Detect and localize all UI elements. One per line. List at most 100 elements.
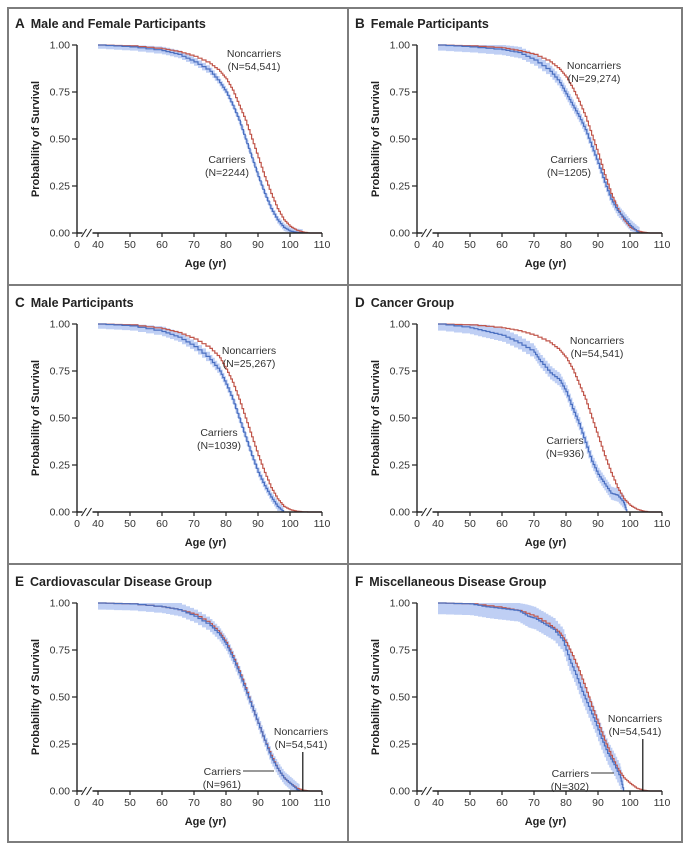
panel-a: 0.00 0.25 0.50 0.75 1.00 0 40 50 60 70 80 90 100 110 A… bbox=[9, 9, 347, 284]
y-tick-label: 0.00 bbox=[50, 786, 71, 798]
x-tick-label: 90 bbox=[592, 797, 604, 809]
x-axis-label: Age (yr) bbox=[185, 537, 227, 549]
chart-svg: 0.00 0.25 0.50 0.75 1.00 0 40 50 60 70 80 90 100 110 A… bbox=[30, 319, 331, 550]
axis-break-icon bbox=[421, 786, 433, 796]
y-axis-label: Probability of Survival bbox=[30, 81, 42, 197]
x-tick-label: 40 bbox=[92, 797, 104, 809]
chart-svg: 0.00 0.25 0.50 0.75 1.00 0 40 50 60 70 80 90 100 110 A… bbox=[30, 40, 331, 271]
x-tick-label: 110 bbox=[654, 797, 671, 809]
panel-divider-vertical bbox=[347, 9, 349, 841]
x-tick-label: 80 bbox=[220, 239, 232, 251]
carriers-annotation: (N=1205) bbox=[547, 167, 591, 179]
y-tick-label: 0.75 bbox=[390, 87, 411, 99]
x-tick-label: 40 bbox=[92, 239, 104, 251]
x-axis-label: Age (yr) bbox=[525, 258, 567, 270]
noncarriers-annotation: Noncarriers bbox=[222, 345, 276, 357]
panel-title-text: Female Participants bbox=[370, 17, 489, 31]
x-axis-label: Age (yr) bbox=[525, 537, 567, 549]
x-tick-label: 90 bbox=[252, 797, 264, 809]
x-tick-label: 100 bbox=[621, 518, 639, 530]
x-tick-label: 110 bbox=[314, 797, 331, 809]
panel-title: D Cancer Group bbox=[355, 295, 454, 310]
panel-letter: F bbox=[355, 574, 364, 589]
x-tick-label: 100 bbox=[621, 239, 639, 251]
noncarriers-annotation: Noncarriers bbox=[567, 60, 621, 72]
y-tick-label: 0.00 bbox=[390, 228, 411, 240]
x-tick-label: 100 bbox=[281, 239, 299, 251]
panel-title-text: Male Participants bbox=[30, 296, 134, 310]
panel-letter: E bbox=[15, 574, 25, 589]
y-tick-label: 1.00 bbox=[390, 319, 411, 331]
panel-title-text: Male and Female Participants bbox=[30, 17, 206, 31]
x-tick-label: 70 bbox=[188, 239, 200, 251]
noncarriers-annotation: Noncarriers bbox=[608, 713, 662, 725]
x-tick-label: 40 bbox=[432, 518, 444, 530]
panel-title: E Cardiovascular Disease Group bbox=[15, 574, 212, 589]
x-tick-label: 50 bbox=[464, 797, 476, 809]
noncarriers-annotation: (N=25,267) bbox=[223, 358, 276, 370]
x-tick-label: 0 bbox=[414, 518, 420, 530]
x-tick-label: 50 bbox=[124, 239, 136, 251]
carriers-survival-line bbox=[98, 44, 304, 234]
panel-c: 0.00 0.25 0.50 0.75 1.00 0 40 50 60 70 80 90 100 110 A… bbox=[9, 288, 347, 565]
x-tick-label: 50 bbox=[464, 239, 476, 251]
y-tick-label: 1.00 bbox=[50, 40, 71, 52]
panel-title-text: Miscellaneous Disease Group bbox=[369, 575, 547, 589]
noncarriers-annotation: (N=54,541) bbox=[228, 61, 281, 73]
carriers-annotation: Carriers bbox=[200, 427, 237, 439]
x-tick-label: 0 bbox=[414, 797, 420, 809]
x-tick-label: 60 bbox=[156, 239, 168, 251]
y-tick-label: 0.00 bbox=[50, 228, 71, 240]
x-tick-label: 40 bbox=[92, 518, 104, 530]
x-axis-label: Age (yr) bbox=[525, 816, 567, 828]
carriers-survival-line bbox=[98, 323, 285, 512]
y-tick-label: 0.25 bbox=[50, 460, 71, 472]
chart-svg: 0.00 0.25 0.50 0.75 1.00 0 40 50 60 70 80 90 100 110 A… bbox=[370, 40, 671, 271]
panel-divider-horizontal bbox=[9, 284, 681, 286]
x-tick-label: 80 bbox=[220, 518, 232, 530]
x-tick-label: 40 bbox=[432, 239, 444, 251]
y-tick-label: 0.50 bbox=[390, 413, 411, 425]
x-tick-label: 0 bbox=[74, 239, 80, 251]
noncarriers-annotation: (N=54,541) bbox=[609, 726, 662, 738]
x-tick-label: 50 bbox=[464, 518, 476, 530]
x-tick-label: 70 bbox=[188, 797, 200, 809]
axis-break-icon bbox=[421, 507, 433, 517]
y-tick-label: 0.50 bbox=[390, 692, 411, 704]
figure-frame: 0.00 0.25 0.50 0.75 1.00 0 40 50 60 70 80 90 100 110 A… bbox=[7, 7, 683, 843]
x-tick-label: 100 bbox=[621, 797, 639, 809]
x-tick-label: 60 bbox=[496, 518, 508, 530]
chart-svg: 0.00 0.25 0.50 0.75 1.00 0 40 50 60 70 80 90 100 110 A… bbox=[370, 598, 671, 829]
x-tick-label: 50 bbox=[124, 518, 136, 530]
x-tick-label: 70 bbox=[528, 518, 540, 530]
y-tick-label: 0.75 bbox=[390, 645, 411, 657]
y-tick-label: 0.25 bbox=[390, 739, 411, 751]
panel-b: 0.00 0.25 0.50 0.75 1.00 0 40 50 60 70 80 90 100 110 A… bbox=[349, 9, 687, 284]
y-tick-label: 0.25 bbox=[50, 181, 71, 193]
x-tick-label: 110 bbox=[654, 239, 671, 251]
carriers-survival-line bbox=[98, 602, 301, 792]
noncarriers-survival-line bbox=[98, 323, 322, 513]
x-tick-label: 100 bbox=[281, 518, 299, 530]
x-tick-label: 70 bbox=[528, 797, 540, 809]
x-tick-label: 110 bbox=[654, 518, 671, 530]
y-tick-label: 0.50 bbox=[50, 134, 71, 146]
panel-e: 0.00 0.25 0.50 0.75 1.00 0 40 50 60 70 80 90 100 110 A… bbox=[9, 567, 347, 843]
x-tick-label: 110 bbox=[314, 518, 331, 530]
y-tick-label: 1.00 bbox=[390, 598, 411, 610]
x-tick-label: 90 bbox=[252, 518, 264, 530]
carriers-annotation: (N=302) bbox=[551, 781, 589, 793]
x-tick-label: 60 bbox=[496, 797, 508, 809]
panel-letter: A bbox=[15, 16, 25, 31]
x-tick-label: 50 bbox=[124, 797, 136, 809]
noncarriers-annotation: Noncarriers bbox=[227, 48, 281, 60]
y-tick-label: 1.00 bbox=[50, 598, 71, 610]
x-tick-label: 100 bbox=[281, 797, 299, 809]
panel-f: 0.00 0.25 0.50 0.75 1.00 0 40 50 60 70 80 90 100 110 A… bbox=[349, 567, 687, 843]
panel-title-text: Cardiovascular Disease Group bbox=[30, 575, 213, 589]
carriers-survival-line bbox=[438, 602, 625, 791]
y-axis-label: Probability of Survival bbox=[370, 81, 382, 197]
y-tick-label: 0.25 bbox=[50, 739, 71, 751]
x-tick-label: 80 bbox=[560, 518, 572, 530]
carriers-annotation: Carriers bbox=[546, 435, 583, 447]
